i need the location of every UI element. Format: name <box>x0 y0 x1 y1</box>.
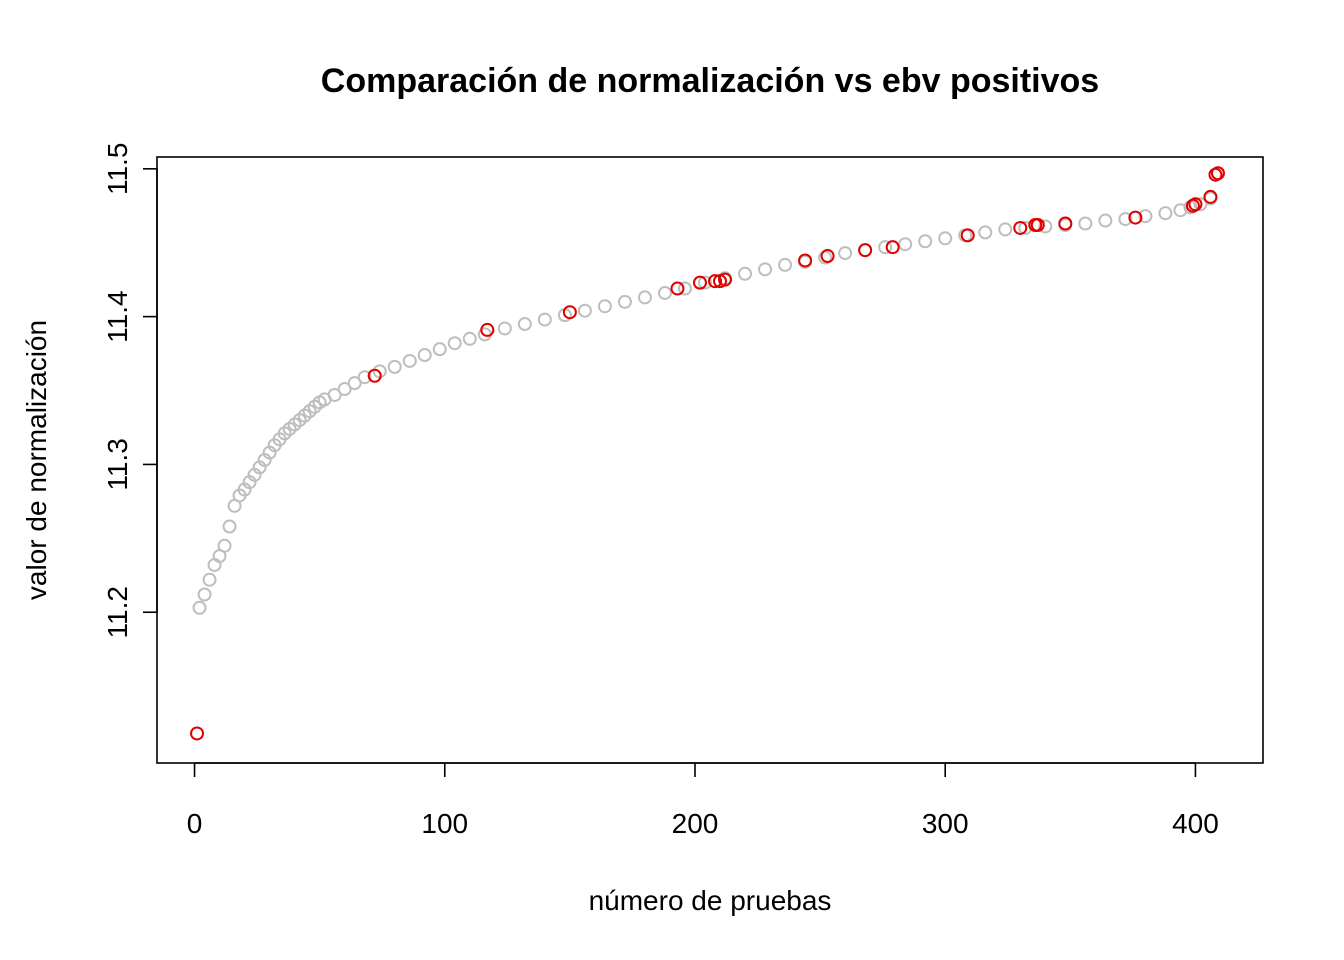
gray-point <box>192 600 207 615</box>
gray-point <box>998 222 1013 237</box>
gray-point <box>758 262 773 277</box>
gray-point <box>577 303 592 318</box>
red-point <box>190 726 205 741</box>
y-axis: 11.2 11.3 11.4 11.5 <box>102 143 158 638</box>
gray-point <box>838 246 853 261</box>
gray-point <box>1118 212 1133 227</box>
gray-point <box>697 275 712 290</box>
gray-point <box>497 321 512 336</box>
gray-point <box>327 387 342 402</box>
x-tick-label: 400 <box>1172 808 1219 839</box>
gray-point <box>432 342 447 357</box>
gray-point <box>417 348 432 363</box>
y-tick-label: 11.5 <box>102 143 133 195</box>
gray-point <box>1078 216 1093 231</box>
red-point <box>670 281 685 296</box>
gray-point <box>898 237 913 252</box>
red-point <box>960 228 975 243</box>
gray-point <box>402 353 417 368</box>
red-point <box>1203 189 1218 204</box>
gray-point <box>217 538 232 553</box>
gray-point <box>447 336 462 351</box>
gray-point <box>1138 209 1153 224</box>
data-points <box>190 166 1225 741</box>
gray-point <box>1158 206 1173 221</box>
gray-point <box>938 231 953 246</box>
gray-point <box>978 225 993 240</box>
series-gray-points <box>192 191 1218 615</box>
gray-point <box>637 290 652 305</box>
red-point <box>480 322 495 337</box>
red-point <box>1188 197 1203 212</box>
plot-area-box <box>156 156 1264 764</box>
chart-title: Comparación de normalización vs ebv posi… <box>321 62 1099 100</box>
gray-point <box>617 294 632 309</box>
red-point <box>858 243 873 258</box>
red-point <box>692 275 707 290</box>
red-point <box>1030 217 1045 232</box>
x-tick-label: 0 <box>187 808 203 839</box>
gray-point <box>357 370 372 385</box>
red-point <box>562 305 577 320</box>
gray-point <box>1038 219 1053 234</box>
y-tick-label: 11.2 <box>102 586 133 638</box>
gray-point <box>597 299 612 314</box>
gray-point <box>337 382 352 397</box>
x-tick-label: 100 <box>421 808 468 839</box>
gray-point <box>1018 220 1033 235</box>
y-axis-label: valor de normalización <box>21 320 52 600</box>
gray-point <box>778 257 793 272</box>
x-tick-label: 300 <box>922 808 969 839</box>
x-axis-label: número de pruebas <box>589 885 832 916</box>
red-point <box>820 249 835 264</box>
y-tick-label: 11.3 <box>102 438 133 490</box>
gray-point <box>387 359 402 374</box>
red-point <box>798 253 813 268</box>
red-point <box>708 274 723 289</box>
x-tick-label: 200 <box>672 808 719 839</box>
gray-point <box>1193 197 1208 212</box>
red-point <box>718 272 733 287</box>
gray-point <box>1173 203 1188 218</box>
gray-point <box>677 281 692 296</box>
red-point <box>1128 210 1143 225</box>
gray-point <box>222 519 237 534</box>
red-point <box>1013 220 1028 235</box>
red-point <box>1210 166 1225 181</box>
red-point <box>1058 216 1073 231</box>
gray-point <box>918 234 933 249</box>
gray-point <box>657 285 672 300</box>
gray-point <box>462 331 477 346</box>
series-red-points <box>190 166 1225 741</box>
y-tick-label: 11.4 <box>102 290 133 342</box>
gray-point <box>197 587 212 602</box>
red-point <box>885 240 900 255</box>
gray-point <box>517 317 532 332</box>
gray-point <box>738 266 753 281</box>
gray-point <box>202 572 217 587</box>
gray-point <box>537 312 552 327</box>
x-axis: 0 100 200 300 400 <box>187 762 1219 839</box>
red-point <box>367 368 382 383</box>
gray-point <box>347 376 362 391</box>
gray-point <box>878 240 893 255</box>
gray-point <box>1098 213 1113 228</box>
